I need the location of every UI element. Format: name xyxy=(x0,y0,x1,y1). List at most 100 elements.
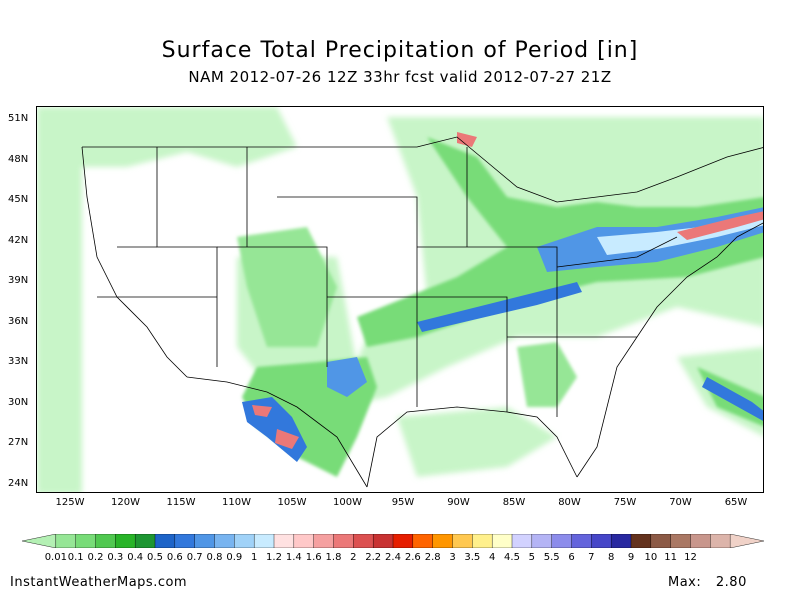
colorbar-tick-label: 0.9 xyxy=(226,552,243,563)
lat-label: 33N xyxy=(8,356,29,367)
state-line-4 xyxy=(327,296,508,412)
gulf-coast-line xyxy=(366,406,578,488)
colorbar-swatch xyxy=(313,534,335,548)
lat-label: 39N xyxy=(8,275,29,286)
mexico-core-red-2 xyxy=(275,429,299,449)
colorbar-swatch xyxy=(253,534,275,548)
colorbar-tick-label: 7 xyxy=(588,552,595,563)
colorbar-tick-label: 5 xyxy=(528,552,536,563)
east-coast-line xyxy=(576,222,763,478)
colorbar-swatch xyxy=(531,534,553,548)
colorbar-swatch xyxy=(174,534,196,548)
mexico-border-line xyxy=(186,376,368,488)
colorbar-swatch xyxy=(372,534,394,548)
state-line-3 xyxy=(327,196,418,407)
gulf-light-precip xyxy=(397,407,557,477)
colorbar-tick-label: 4 xyxy=(488,552,496,563)
colorbar-tick-label: 11 xyxy=(664,552,678,563)
colorbar-tick-label: 6 xyxy=(568,552,575,563)
colorbar-swatch xyxy=(571,534,593,548)
southeast-band-green xyxy=(517,342,577,407)
colorbar-swatch xyxy=(452,534,474,548)
rockies-band-green xyxy=(237,227,337,347)
colorbar-tick-label: 4.5 xyxy=(504,552,520,563)
lon-label: 100W xyxy=(333,497,362,508)
colorbar-swatch xyxy=(293,534,315,548)
colorbar-tick-label: 0.8 xyxy=(206,552,223,563)
colorbar-tick-label: 0.3 xyxy=(107,552,124,563)
west-coast-line xyxy=(81,146,188,378)
colorbar-tick-label: 0.2 xyxy=(87,552,104,563)
chart-title: Surface Total Precipitation of Period [i… xyxy=(161,38,639,63)
chart-subtitle: NAM 2012-07-26 12Z 33hr fcst valid 2012-… xyxy=(188,68,612,86)
lon-label: 85W xyxy=(502,497,526,508)
colorbar-tick-label: 2.6 xyxy=(404,552,421,563)
lon-label: 110W xyxy=(222,497,251,508)
lon-label: 120W xyxy=(111,497,140,508)
colorbar-swatch xyxy=(690,534,712,548)
max-value-readout: Max: 2.80 xyxy=(668,575,747,590)
colorbar-tick-label: 1.2 xyxy=(266,552,282,563)
colorbar-swatch xyxy=(650,534,672,548)
colorbar-swatch xyxy=(333,534,355,548)
lon-label: 95W xyxy=(391,497,415,508)
colorbar-tick-label: 0.01 xyxy=(44,552,67,563)
state-line-7 xyxy=(97,246,217,298)
site-credit: InstantWeatherMaps.com xyxy=(10,575,188,590)
pacific-light-precip xyxy=(37,107,82,492)
northeast-core-red xyxy=(677,211,763,240)
precipitation-map xyxy=(36,106,764,493)
lon-label: 105W xyxy=(277,497,307,508)
state-line-10 xyxy=(556,236,678,268)
colorbar-tick-label: 9 xyxy=(627,552,635,563)
colorbar-tick-label: 3 xyxy=(449,552,456,563)
colorbar-swatch xyxy=(134,534,156,548)
colorbar-tick-label: 1.8 xyxy=(325,552,342,563)
canada-border-line xyxy=(82,136,763,203)
lat-label: 45N xyxy=(8,194,29,205)
lon-label: 65W xyxy=(724,497,748,508)
colorbar-tick-label: 2.4 xyxy=(385,552,401,563)
colorbar-tick-label: 2.8 xyxy=(424,552,441,563)
lake-superior-core-red xyxy=(457,132,477,147)
colorbar-tick-label: 5.5 xyxy=(543,552,560,563)
colorbar-tick-label: 2.2 xyxy=(365,552,382,563)
texas-core-blue xyxy=(327,357,367,397)
colorbar-swatch xyxy=(670,534,692,548)
colorbar-tick-label: 0.1 xyxy=(67,552,84,563)
colorbar-swatch xyxy=(273,534,295,548)
colorbar-swatch xyxy=(491,534,513,548)
state-line-2 xyxy=(217,246,328,367)
lat-label: 48N xyxy=(8,153,29,165)
colorbar-swatch xyxy=(22,534,57,548)
colorbar-swatch xyxy=(412,534,434,548)
max-label: Max: xyxy=(668,575,702,590)
colorbar-swatch xyxy=(234,534,255,548)
colorbar-swatch xyxy=(353,534,374,548)
colorbar-tick-label: 1.4 xyxy=(285,552,302,563)
colorbar-swatch xyxy=(154,534,176,548)
state-line-5 xyxy=(417,246,558,417)
colorbar-swatch xyxy=(432,534,454,548)
precipitation-colorbar xyxy=(22,534,764,548)
state-line-1 xyxy=(156,147,218,367)
lat-label: 51N xyxy=(8,113,29,124)
colorbar-swatch xyxy=(591,534,612,548)
colorbar-tick-label: 0.6 xyxy=(166,552,183,563)
colorbar-swatch xyxy=(630,534,652,548)
midatlantic-core-blue xyxy=(417,282,582,332)
lon-label: 70W xyxy=(669,497,692,508)
lon-label: 115W xyxy=(166,497,196,508)
colorbar-swatch xyxy=(194,534,216,548)
colorbar-tick-label: 2 xyxy=(350,552,357,563)
colorbar-swatch xyxy=(95,534,117,548)
max-value: 2.80 xyxy=(715,575,747,590)
colorbar-tick-label: 8 xyxy=(607,552,615,563)
colorbar-swatch xyxy=(551,534,573,548)
lon-label: 80W xyxy=(558,497,581,508)
colorbar-swatch xyxy=(710,534,731,548)
colorbar-tick-label: 0.4 xyxy=(127,552,144,563)
colorbar-tick-label: 3.5 xyxy=(464,552,481,563)
colorbar-swatch xyxy=(115,534,136,548)
lon-label: 125W xyxy=(55,497,85,508)
